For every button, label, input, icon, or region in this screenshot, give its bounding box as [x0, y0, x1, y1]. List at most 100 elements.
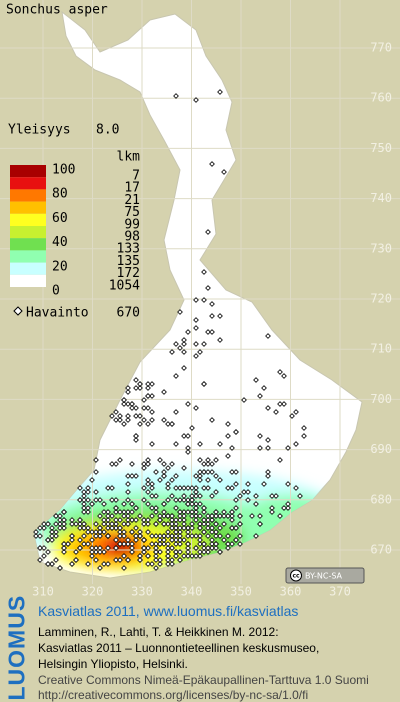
- observation-point: [65, 541, 71, 547]
- observation-point: [229, 445, 235, 451]
- y-grid-label: 720: [370, 292, 392, 306]
- observation-point: [129, 541, 135, 547]
- observation-point: [205, 285, 211, 291]
- observation-point: [113, 521, 119, 527]
- observation-point: [205, 229, 211, 235]
- observation-point: [253, 501, 259, 507]
- observation-point: [193, 297, 199, 303]
- y-grid-label: 690: [370, 442, 392, 456]
- observation-point: [41, 525, 47, 531]
- observation-point: [121, 513, 127, 519]
- observation-point: [105, 517, 111, 523]
- observation-point: [97, 497, 103, 503]
- observation-point: [121, 509, 127, 515]
- x-grid-label: 330: [131, 585, 153, 599]
- observation-point: [213, 509, 219, 515]
- x-grid-label: 350: [230, 585, 252, 599]
- observation-point: [181, 553, 187, 559]
- observation-point: [201, 505, 207, 511]
- observation-point: [145, 529, 151, 535]
- observation-point: [121, 553, 127, 559]
- observation-point: [145, 489, 151, 495]
- observation-point: [153, 509, 159, 515]
- observation-point: [165, 541, 171, 547]
- observation-point: [125, 417, 131, 423]
- observation-point: [185, 549, 191, 555]
- observation-point: [257, 513, 263, 519]
- observation-point: [197, 477, 203, 483]
- observation-point: [149, 561, 155, 567]
- observation-point: [185, 449, 191, 455]
- y-grid-label: 700: [370, 392, 392, 406]
- observation-point: [157, 457, 163, 463]
- observation-point: [237, 541, 243, 547]
- observation-point: [189, 493, 195, 499]
- observation-point: [37, 525, 43, 531]
- observation-point: [133, 437, 139, 443]
- observation-point: [37, 533, 43, 539]
- observation-point: [141, 465, 147, 471]
- observation-point: [201, 529, 207, 535]
- observation-point: [57, 565, 63, 571]
- observation-point: [125, 481, 131, 487]
- observation-point: [157, 517, 163, 523]
- observation-point: [205, 545, 211, 551]
- observation-point: [137, 413, 143, 419]
- observation-point: [241, 397, 247, 403]
- observation-point: [77, 517, 83, 523]
- observation-point: [269, 505, 275, 511]
- observation-point: [161, 501, 167, 507]
- observation-point: [93, 457, 99, 463]
- observation-point: [109, 497, 115, 503]
- legend-swatch: [10, 201, 46, 214]
- observation-point: [197, 501, 203, 507]
- citation-line: Helsingin Yliopisto, Helsinki.: [38, 657, 188, 671]
- license-badge-text: BY-NC-SA: [305, 572, 343, 581]
- observation-point: [289, 413, 295, 419]
- observation-point: [101, 501, 107, 507]
- legend-count: 75: [124, 205, 140, 220]
- observation-point: [213, 529, 219, 535]
- observation-point: [197, 473, 203, 479]
- observation-point: [161, 461, 167, 467]
- observation-point: [181, 513, 187, 519]
- observation-point: [121, 397, 127, 403]
- observation-point: [229, 517, 235, 523]
- observation-point: [121, 533, 127, 539]
- observation-point: [169, 561, 175, 567]
- observation-point: [165, 465, 171, 471]
- observation-point: [81, 501, 87, 507]
- observation-point: [93, 497, 99, 503]
- observation-point: [233, 505, 239, 511]
- observation-point: [233, 525, 239, 531]
- observation-point: [165, 529, 171, 535]
- observation-point: [177, 517, 183, 523]
- observation-point: [245, 489, 251, 495]
- observation-point: [253, 377, 259, 383]
- observation-point: [153, 553, 159, 559]
- observation-point: [149, 409, 155, 415]
- observation-point: [217, 441, 223, 447]
- observation-point: [177, 529, 183, 535]
- observation-point: [61, 549, 67, 555]
- observation-point: [217, 337, 223, 343]
- observation-point: [189, 485, 195, 491]
- observation-point: [173, 473, 179, 479]
- observation-point: [149, 393, 155, 399]
- observation-point: [257, 445, 263, 451]
- observation-point: [197, 553, 203, 559]
- observation-point: [197, 493, 203, 499]
- observation-point: [189, 521, 195, 527]
- observation-point: [97, 545, 103, 551]
- observation-point: [161, 509, 167, 515]
- observation-point: [145, 481, 151, 487]
- legend-swatch: [10, 274, 46, 287]
- observation-point: [121, 401, 127, 407]
- observation-point: [213, 521, 219, 527]
- observation-point: [233, 537, 239, 543]
- observation-point: [229, 513, 235, 519]
- observation-point: [77, 537, 83, 543]
- observation-point: [73, 521, 79, 527]
- observation-point: [45, 521, 51, 527]
